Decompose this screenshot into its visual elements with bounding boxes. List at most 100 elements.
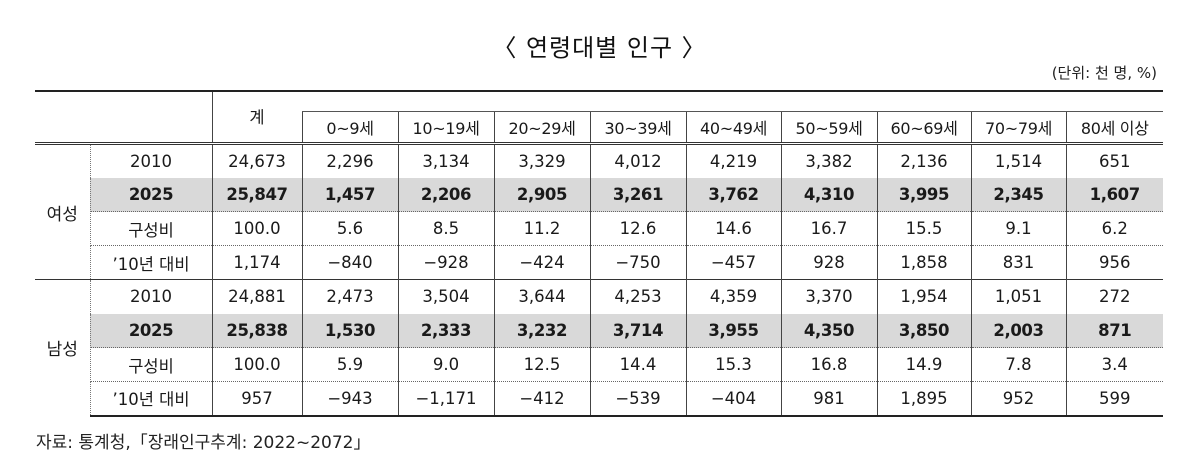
cell: 3.4: [1065, 347, 1163, 382]
cell: 3,850: [876, 313, 971, 348]
cell-total: 957: [211, 381, 302, 417]
cell: 3,370: [780, 279, 877, 314]
cell: 15.3: [685, 347, 781, 382]
cell: 871: [1065, 313, 1163, 348]
cell: 14.9: [876, 347, 971, 382]
cell-total: 24,673: [211, 143, 302, 178]
population-by-age-table: 계 0~9세 10~19세 20~29세 30~39세 40~49세 50~59…: [35, 90, 1163, 417]
table-row: ’10년 대비 1,174 −840 −928 −424 −750 −457 9…: [35, 245, 1163, 280]
row-label: 구성비: [89, 211, 212, 246]
cell: −750: [589, 245, 686, 280]
cell: 3,995: [876, 177, 971, 212]
cell: 831: [970, 245, 1066, 280]
cell: 956: [1065, 245, 1163, 280]
column-header-age-0-9: 0~9세: [301, 111, 398, 145]
cell: 6.2: [1065, 211, 1163, 246]
row-label: 구성비: [89, 347, 212, 382]
cell: 3,762: [685, 177, 781, 212]
cell: −424: [493, 245, 590, 280]
cell: −943: [301, 381, 398, 417]
cell-total: 100.0: [211, 211, 302, 246]
cell: 12.5: [493, 347, 590, 382]
cell: 3,714: [589, 313, 686, 348]
group-label-male: 남성: [35, 279, 91, 416]
cell: 4,012: [589, 143, 686, 178]
cell: 1,607: [1065, 177, 1163, 212]
cell: 3,504: [397, 279, 494, 314]
cell: 2,136: [876, 143, 971, 178]
source-note: 자료: 통계청,「장래인구추계: 2022~2072」: [36, 433, 371, 453]
cell: 12.6: [589, 211, 686, 246]
table-row: 남성 2010 24,881 2,473 3,504 3,644 4,253 4…: [35, 279, 1163, 416]
cell: 1,530: [301, 313, 398, 348]
cell: 952: [970, 381, 1066, 417]
row-label: 2025: [90, 313, 212, 348]
cell: 2,473: [301, 279, 398, 314]
cell: 4,219: [685, 143, 781, 178]
table-row: ’10년 대비 957 −943 −1,171 −412 −539 −404 9…: [35, 381, 1163, 417]
column-header-age-70-79: 70~79세: [970, 111, 1066, 145]
cell: 3,232: [493, 313, 590, 348]
cell: 2,905: [493, 177, 590, 212]
cell: 8.5: [397, 211, 494, 246]
cell: 651: [1065, 143, 1163, 178]
cell: 9.1: [970, 211, 1066, 246]
row-label: ’10년 대비: [89, 245, 212, 280]
cell: 3,329: [493, 143, 590, 178]
column-header-age-40-49: 40~49세: [685, 111, 781, 145]
cell: 3,134: [397, 143, 494, 178]
cell: 4,253: [589, 279, 686, 314]
cell: −412: [493, 381, 590, 417]
table-row-highlighted: 2025 25,838 1,530 2,333 3,232 3,714 3,95…: [35, 313, 1163, 348]
cell: 14.6: [685, 211, 781, 246]
cell: −840: [301, 245, 398, 280]
cell: 4,350: [780, 313, 877, 348]
cell: 3,644: [493, 279, 590, 314]
age-group-header-span: [302, 90, 1163, 112]
table-row: 구성비 100.0 5.6 8.5 11.2 12.6 14.6 16.7 15…: [35, 211, 1163, 246]
unit-label: (단위: 천 명, %): [1051, 64, 1157, 82]
cell: 1,895: [876, 381, 971, 417]
cell-total: 25,847: [211, 177, 302, 212]
cell: 599: [1065, 381, 1163, 417]
cell-total: 1,174: [211, 245, 302, 280]
cell: 7.8: [970, 347, 1066, 382]
cell: 16.8: [780, 347, 877, 382]
cell: −404: [685, 381, 781, 417]
cell: 5.9: [301, 347, 398, 382]
cell: 2,003: [970, 313, 1066, 348]
cell: 1,457: [301, 177, 398, 212]
cell: 2,206: [397, 177, 494, 212]
cell: 4,359: [685, 279, 781, 314]
table-row: 여성 2010 24,673 2,296 3,134 3,329 4,012 4…: [35, 143, 1163, 280]
cell-total: 24,881: [211, 279, 302, 314]
cell: 981: [780, 381, 877, 417]
table-row: 구성비 100.0 5.9 9.0 12.5 14.4 15.3 16.8 14…: [35, 347, 1163, 382]
cell: 3,955: [685, 313, 781, 348]
cell: −1,171: [397, 381, 494, 417]
cell: −539: [589, 381, 686, 417]
cell: 1,514: [970, 143, 1066, 178]
row-label: 2025: [90, 177, 212, 212]
cell: 2,345: [970, 177, 1066, 212]
column-header-total: 계: [211, 90, 302, 145]
corner-header: [35, 90, 212, 145]
cell: 272: [1065, 279, 1163, 314]
cell-total: 25,838: [211, 313, 302, 348]
column-header-age-50-59: 50~59세: [780, 111, 877, 145]
table-row-highlighted: 2025 25,847 1,457 2,206 2,905 3,261 3,76…: [35, 177, 1163, 212]
cell: 2,296: [301, 143, 398, 178]
column-header-age-10-19: 10~19세: [397, 111, 494, 145]
cell: −928: [397, 245, 494, 280]
cell: 5.6: [301, 211, 398, 246]
cell: 16.7: [780, 211, 877, 246]
column-header-age-20-29: 20~29세: [493, 111, 590, 145]
column-header-age-30-39: 30~39세: [589, 111, 686, 145]
row-label: 2010: [90, 279, 212, 314]
cell: 1,051: [970, 279, 1066, 314]
cell: 928: [780, 245, 877, 280]
cell: 15.5: [876, 211, 971, 246]
cell: 2,333: [397, 313, 494, 348]
cell-total: 100.0: [211, 347, 302, 382]
cell: 1,858: [876, 245, 971, 280]
